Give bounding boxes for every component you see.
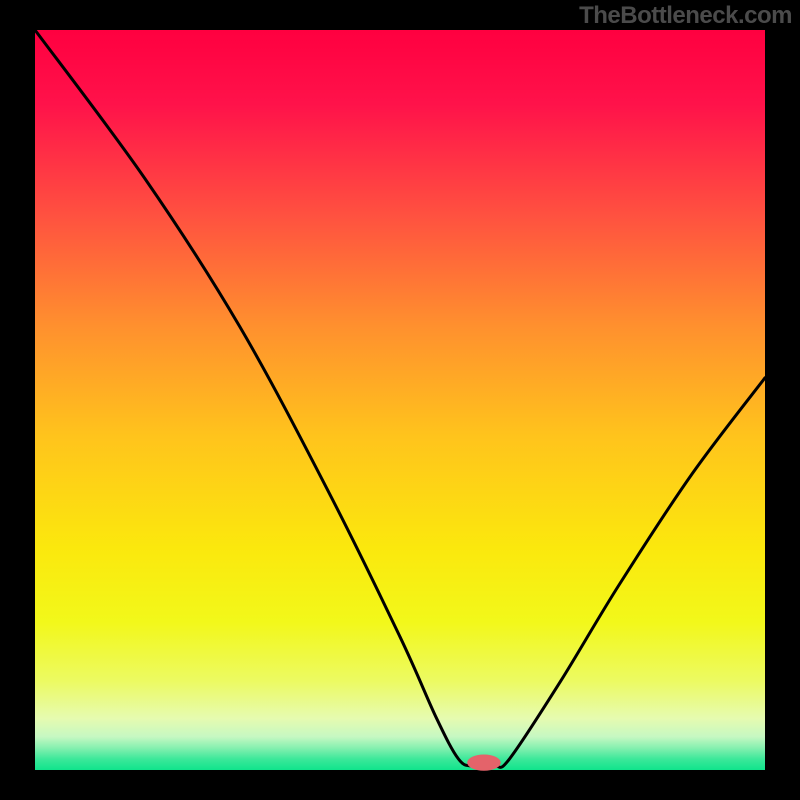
plot-background [35,30,765,770]
watermark-text: TheBottleneck.com [579,2,792,30]
optimal-marker [467,754,501,770]
bottleneck-curve-chart [0,0,800,800]
chart-container: TheBottleneck.com [0,0,800,800]
